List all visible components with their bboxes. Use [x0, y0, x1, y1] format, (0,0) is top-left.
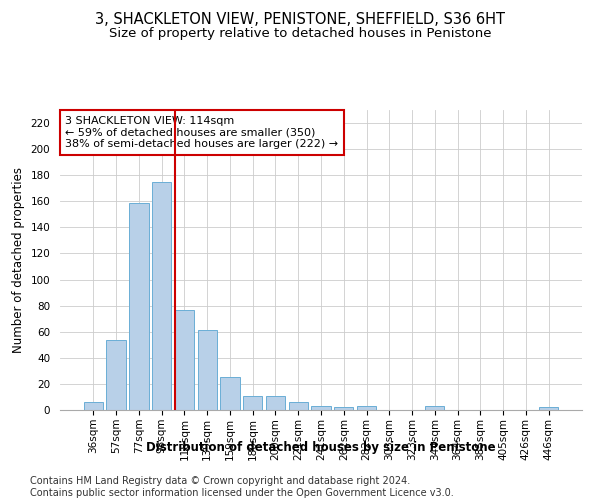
Bar: [175, 310, 194, 410]
Bar: [266, 396, 285, 410]
Bar: [220, 378, 239, 410]
Bar: [129, 202, 149, 410]
Text: 3, SHACKLETON VIEW, PENISTONE, SHEFFIELD, S36 6HT: 3, SHACKLETON VIEW, PENISTONE, SHEFFIELD…: [95, 12, 505, 28]
Y-axis label: Number of detached properties: Number of detached properties: [12, 167, 25, 353]
Bar: [539, 408, 558, 410]
Bar: [106, 340, 126, 410]
Text: Contains HM Land Registry data © Crown copyright and database right 2024.
Contai: Contains HM Land Registry data © Crown c…: [30, 476, 454, 498]
Bar: [197, 330, 217, 410]
Bar: [289, 402, 308, 410]
Text: 3 SHACKLETON VIEW: 114sqm
← 59% of detached houses are smaller (350)
38% of semi: 3 SHACKLETON VIEW: 114sqm ← 59% of detac…: [65, 116, 338, 149]
Bar: [357, 406, 376, 410]
Text: Size of property relative to detached houses in Penistone: Size of property relative to detached ho…: [109, 28, 491, 40]
Text: Distribution of detached houses by size in Penistone: Distribution of detached houses by size …: [146, 441, 496, 454]
Bar: [425, 406, 445, 410]
Bar: [334, 408, 353, 410]
Bar: [84, 402, 103, 410]
Bar: [311, 406, 331, 410]
Bar: [243, 396, 262, 410]
Bar: [152, 182, 172, 410]
